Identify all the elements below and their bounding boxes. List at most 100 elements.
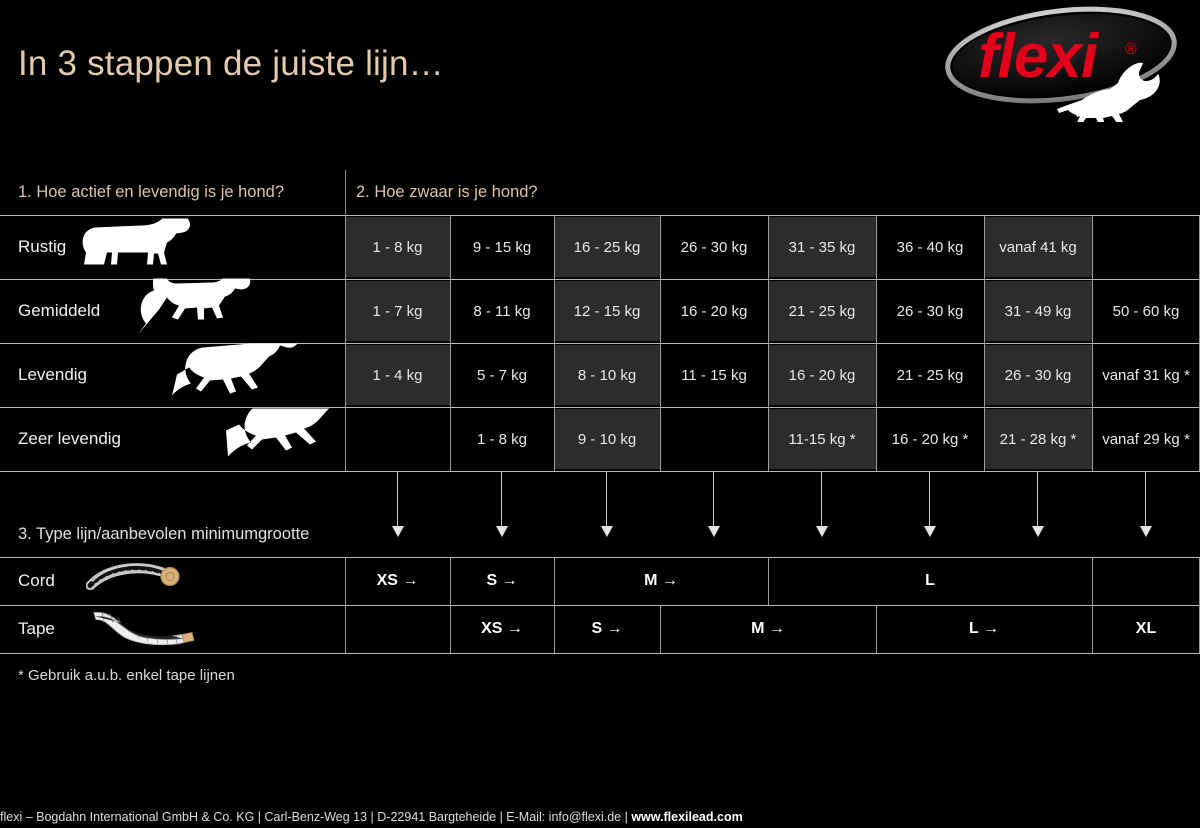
weight-cell: 12 - 15 kg xyxy=(554,281,660,341)
size-cell: M → xyxy=(644,572,678,589)
grid-horizontal-rule xyxy=(0,653,1200,654)
footnote: * Gebruik a.u.b. enkel tape lijnen xyxy=(18,667,235,684)
activity-row: Rustig 1 - 8 kg 9 - 15 kg 16 - 25 kg 26 - 30… xyxy=(0,209,1200,279)
grid-vertical-rule xyxy=(554,605,555,653)
weight-cell: vanaf 29 kg * xyxy=(1102,430,1190,448)
weight-cell: 9 - 15 kg xyxy=(472,238,532,256)
grid-horizontal-rule xyxy=(0,557,1200,558)
grid-vertical-rule xyxy=(1092,557,1093,605)
size-cell: M → xyxy=(751,620,785,637)
size-cell: S → xyxy=(591,620,623,637)
lead-type-row: Cord XS → S → M → L xyxy=(0,557,1200,605)
flexi-logo: flexi ® xyxy=(940,4,1192,131)
activity-row: Gemiddeld 1 - 7 kg 8 - 11 kg 12 - 15 kg 16 -… xyxy=(0,263,1200,343)
weight-cell: 21 - 25 kg xyxy=(896,366,964,384)
weight-cell: 36 - 40 kg xyxy=(896,238,964,256)
grid-vertical-rule xyxy=(345,605,346,653)
activity-row: Levendig 1 - 4 kg 5 - 7 kg 8 - 10 kg 11 - 15… xyxy=(0,317,1200,407)
flexi-logo-svg: flexi ® xyxy=(945,6,1177,131)
weight-cell: 8 - 11 kg xyxy=(473,302,531,320)
size-cell-empty xyxy=(345,605,450,653)
grid-vertical-rule xyxy=(554,215,555,471)
grid-horizontal-rule xyxy=(0,279,1200,280)
grid-horizontal-rule xyxy=(0,605,1200,606)
logo-ellipse-ring xyxy=(945,6,1177,104)
grid-vertical-rule xyxy=(876,605,877,653)
activity-level-label: Zeer levendig xyxy=(18,429,122,448)
logo-trademark-symbol: ® xyxy=(1125,41,1137,58)
grid-vertical-rule xyxy=(554,557,555,605)
weight-cell: 8 - 10 kg xyxy=(554,345,660,405)
weight-cell: 11 - 15 kg xyxy=(681,366,747,384)
logo-wordmark: flexi xyxy=(978,22,1100,91)
column-arrow-down-icon xyxy=(1031,471,1045,540)
activity-weight-table: Rustig 1 - 8 kg 9 - 15 kg 16 - 25 kg 26 - 30… xyxy=(0,209,1200,472)
column-arrow-down-icon xyxy=(815,471,829,540)
grid-vertical-rule xyxy=(1092,605,1093,653)
size-cell-empty xyxy=(1092,557,1200,605)
grid-vertical-rule xyxy=(450,215,451,471)
weight-cell: vanaf 41 kg xyxy=(984,217,1092,277)
grid-horizontal-rule xyxy=(0,215,1200,216)
column-arrow-down-icon xyxy=(600,471,614,540)
grid-vertical-rule xyxy=(660,215,661,471)
column-arrow-down-icon xyxy=(923,471,937,540)
question-1-heading: 1. Hoe actief en levendig is je hond? xyxy=(18,183,285,201)
column-arrows xyxy=(0,471,1200,540)
weight-cell: 1 - 8 kg xyxy=(345,217,450,277)
footer: flexi – Bogdahn International GmbH & Co.… xyxy=(0,810,1200,824)
lead-type-row: Tape XS → S → M → L → XL xyxy=(0,605,1200,653)
grid-vertical-rule xyxy=(660,605,661,653)
activity-level-label: Rustig xyxy=(18,237,67,256)
logo-ellipse-fill xyxy=(952,14,1170,96)
footer-website: www.flexilead.com xyxy=(631,810,743,824)
dog-standing-icon xyxy=(76,209,196,276)
weight-cell: 26 - 30 kg xyxy=(680,238,748,256)
weight-cell-empty xyxy=(660,409,768,469)
header-divider xyxy=(345,170,346,215)
grid-vertical-rule xyxy=(450,557,451,605)
size-cell: XS → xyxy=(376,572,419,589)
logo-running-dog-icon xyxy=(1057,62,1160,131)
weight-cell: 21 - 25 kg xyxy=(768,281,876,341)
weight-cell: 50 - 60 kg xyxy=(1112,302,1180,320)
column-arrow-down-icon xyxy=(391,471,405,540)
weight-cell-empty xyxy=(1092,217,1200,277)
size-cell: L → xyxy=(969,620,999,637)
weight-cell: 5 - 7 kg xyxy=(476,366,528,384)
grid-vertical-rule xyxy=(984,215,985,471)
grid-vertical-rule xyxy=(876,215,877,471)
weight-cell: 16 - 20 kg xyxy=(768,345,876,405)
page-title: In 3 stappen de juiste lijn… xyxy=(18,44,444,83)
grid-vertical-rule xyxy=(345,215,346,471)
lead-type-label: Tape xyxy=(18,619,55,638)
grid-horizontal-rule xyxy=(0,343,1200,344)
grid-vertical-rule xyxy=(345,557,346,605)
column-arrow-down-icon xyxy=(495,471,509,540)
tape-icon xyxy=(86,605,196,654)
question-3-heading: 3. Type lijn/aanbevolen minimumgrootte xyxy=(18,525,310,543)
weight-cell: 21 - 28 kg * xyxy=(984,409,1092,469)
grid-vertical-rule xyxy=(1092,215,1093,471)
weight-cell: 1 - 7 kg xyxy=(345,281,450,341)
weight-cell-empty xyxy=(345,409,450,469)
weight-cell: 16 - 20 kg * xyxy=(891,430,969,448)
activity-level-label: Gemiddeld xyxy=(18,301,101,320)
weight-cell: 16 - 20 kg xyxy=(680,302,748,320)
weight-cell: 1 - 8 kg xyxy=(476,430,528,448)
weight-cell: 9 - 10 kg xyxy=(554,409,660,469)
grid-horizontal-rule xyxy=(0,471,1200,472)
weight-cell: 31 - 49 kg xyxy=(984,281,1092,341)
column-arrow-down-icon xyxy=(1139,471,1153,540)
weight-cell: 26 - 30 kg xyxy=(984,345,1092,405)
grid-horizontal-rule xyxy=(0,407,1200,408)
activity-row: Zeer levendig 1 - 8 kg 9 - 10 kg 11-15 kg *… xyxy=(0,372,1200,471)
dog-running-icon xyxy=(168,317,318,407)
weight-cell: vanaf 31 kg * xyxy=(1102,366,1190,384)
grid-vertical-rule xyxy=(450,605,451,653)
weight-cell: 26 - 30 kg xyxy=(896,302,964,320)
size-cell: XS → xyxy=(481,620,523,637)
size-cell: S → xyxy=(486,572,518,589)
weight-cell: 1 - 4 kg xyxy=(345,345,450,405)
